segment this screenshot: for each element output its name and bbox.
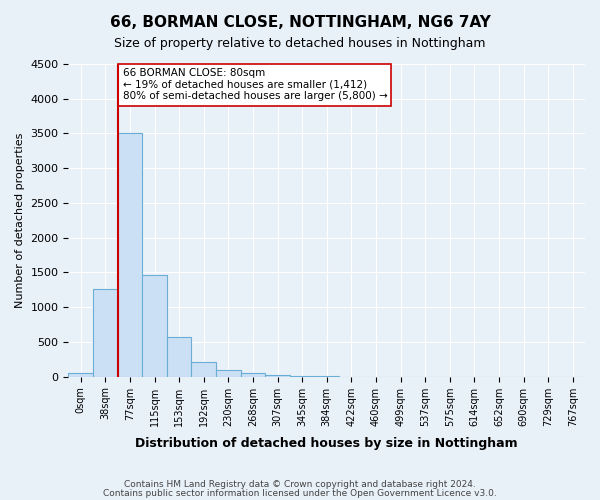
Bar <box>118 134 142 376</box>
Bar <box>142 274 167 376</box>
Y-axis label: Number of detached properties: Number of detached properties <box>15 132 25 308</box>
Bar <box>191 362 216 376</box>
Text: 66, BORMAN CLOSE, NOTTINGHAM, NG6 7AY: 66, BORMAN CLOSE, NOTTINGHAM, NG6 7AY <box>110 15 490 30</box>
X-axis label: Distribution of detached houses by size in Nottingham: Distribution of detached houses by size … <box>136 437 518 450</box>
Bar <box>167 337 191 376</box>
Bar <box>93 289 118 376</box>
Bar <box>68 373 93 376</box>
Bar <box>216 370 241 376</box>
Text: 66 BORMAN CLOSE: 80sqm
← 19% of detached houses are smaller (1,412)
80% of semi-: 66 BORMAN CLOSE: 80sqm ← 19% of detached… <box>122 68 387 102</box>
Text: Contains public sector information licensed under the Open Government Licence v3: Contains public sector information licen… <box>103 488 497 498</box>
Bar <box>265 374 290 376</box>
Bar <box>241 373 265 376</box>
Text: Contains HM Land Registry data © Crown copyright and database right 2024.: Contains HM Land Registry data © Crown c… <box>124 480 476 489</box>
Text: Size of property relative to detached houses in Nottingham: Size of property relative to detached ho… <box>114 38 486 51</box>
